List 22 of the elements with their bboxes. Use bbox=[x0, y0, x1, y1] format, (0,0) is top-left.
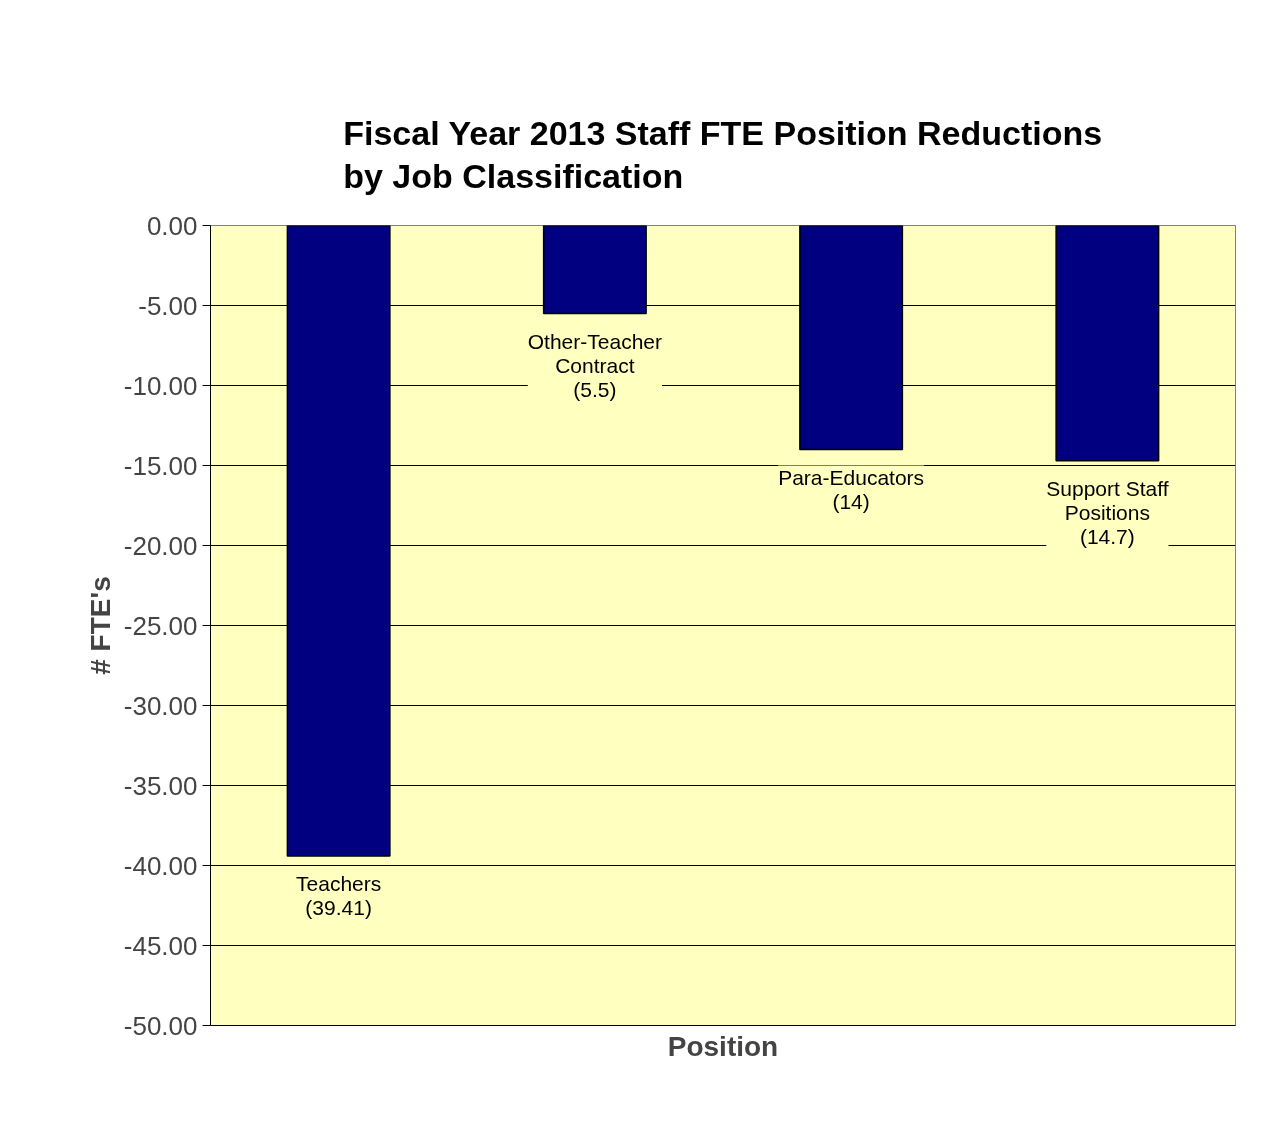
y-tick-label: -45.00 bbox=[123, 930, 198, 961]
y-tick-label: 0.00 bbox=[146, 210, 198, 241]
y-tick-label: -25.00 bbox=[123, 610, 198, 641]
y-tick-label: -35.00 bbox=[123, 770, 198, 801]
x-tick-label: Para-Educators bbox=[778, 465, 925, 489]
data-label: (5.5) bbox=[573, 377, 617, 401]
data-label: (14) bbox=[832, 489, 870, 513]
y-tick-label: -5.00 bbox=[138, 290, 198, 321]
y-tick-label: -30.00 bbox=[123, 690, 198, 721]
data-label: (39.41) bbox=[305, 896, 372, 920]
data-label: (14.7) bbox=[1079, 525, 1135, 548]
x-tick-label: Other-Teacher Contract bbox=[527, 329, 662, 377]
x-tick-label: Support Staff Positions bbox=[1046, 476, 1169, 524]
x-tick-label: Teachers bbox=[296, 872, 382, 896]
y-axis-title: # FTE's bbox=[84, 576, 116, 675]
chart-title: Fiscal Year 2013 Staff FTE Position Reductions by Job Classification bbox=[343, 113, 1103, 196]
y-tick-label: -15.00 bbox=[123, 450, 198, 481]
y-tick-label: -20.00 bbox=[123, 530, 198, 561]
y-tick-label: -10.00 bbox=[123, 370, 198, 401]
x-axis-title: Position bbox=[667, 1030, 779, 1062]
y-tick-label: -50.00 bbox=[123, 1010, 198, 1041]
y-tick-label: -40.00 bbox=[123, 850, 198, 881]
